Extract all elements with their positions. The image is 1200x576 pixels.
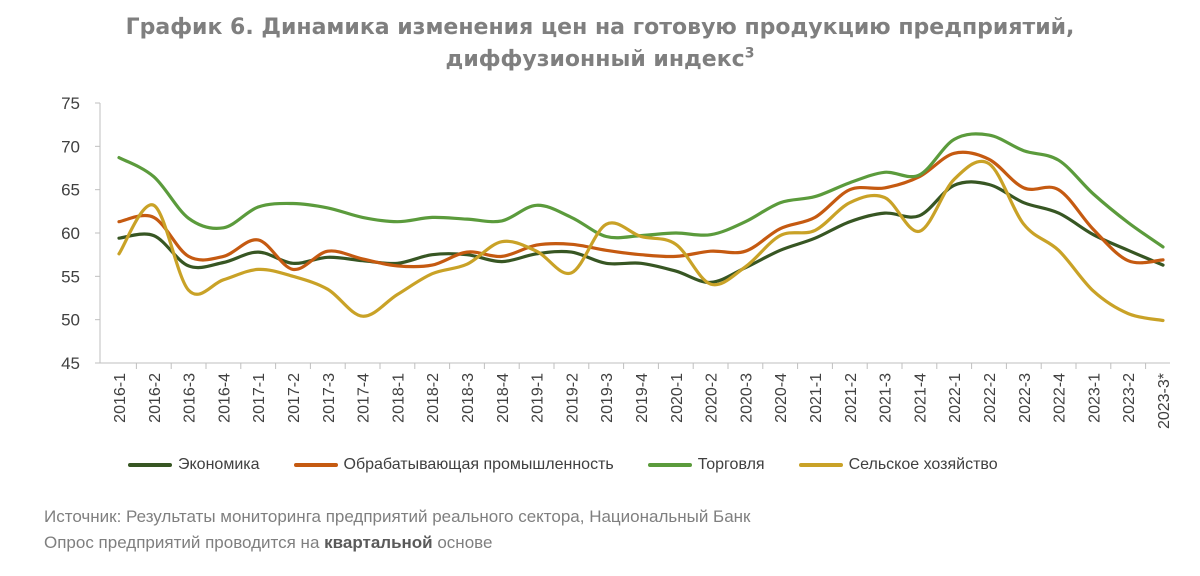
- source-line2-suffix: основе: [432, 533, 493, 552]
- source-line2: Опрос предприятий проводится на кварталь…: [44, 530, 751, 556]
- series-line-manufacturing: [117, 150, 1165, 272]
- x-tick-label: 2017-4: [356, 373, 373, 423]
- x-tick-label: 2022-1: [947, 373, 964, 423]
- legend-item-agriculture: Сельское хозяйство: [798, 456, 998, 474]
- x-tick-label: 2023-1: [1086, 373, 1103, 423]
- x-tick-label: 2016-2: [147, 373, 164, 423]
- legend-label: Обрабатывающая промышленность: [343, 456, 614, 473]
- x-tick-label: 2017-3: [321, 373, 338, 423]
- chart-title-line2: диффузионный индекс3: [0, 44, 1200, 76]
- chart-title: График 6. Динамика изменения цен на гото…: [0, 12, 1200, 76]
- chart-title-line1: График 6. Динамика изменения цен на гото…: [125, 15, 1075, 40]
- source-line2-prefix: Опрос предприятий проводится на: [44, 533, 325, 552]
- legend-item-economy: Экономика: [128, 456, 260, 474]
- x-tick-label: 2016-4: [216, 373, 233, 423]
- x-tick-label: 2022-4: [1052, 373, 1069, 423]
- x-tick-label: 2018-4: [495, 373, 512, 423]
- x-tick-label: 2021-2: [843, 373, 860, 423]
- legend-swatch: [647, 463, 692, 467]
- x-tick-label: 2017-1: [251, 373, 268, 423]
- x-tick-label: 2018-1: [390, 373, 407, 423]
- x-tick-label: 2019-4: [634, 373, 651, 423]
- legend-swatch: [293, 463, 338, 467]
- chart-title-line2-text: диффузионный индекс: [445, 47, 745, 72]
- y-tick-label: 55: [61, 267, 80, 286]
- y-tick-label: 60: [61, 224, 80, 243]
- x-tick-label: 2019-2: [564, 373, 581, 423]
- y-tick-label: 65: [61, 181, 80, 200]
- x-tick-label: 2022-2: [982, 373, 999, 423]
- x-tick-label: 2017-2: [286, 373, 303, 423]
- x-tick-label: 2020-4: [773, 373, 790, 423]
- x-tick-label: 2020-1: [669, 373, 686, 423]
- series-line-agriculture: [117, 159, 1165, 323]
- chart-legend: Экономика Обрабатывающая промышленность То…: [128, 454, 1032, 476]
- chart-axes: 45 50 55 60 65 70 75 2016-1 2016-2 2016-3 2016-4 20…: [61, 94, 1173, 429]
- legend-label: Торговля: [697, 456, 765, 473]
- legend-label: Сельское хозяйство: [848, 456, 998, 473]
- x-tick-label: 2021-4: [912, 373, 929, 423]
- x-tick-label: 2021-3: [878, 373, 895, 423]
- source-note: Источник: Результаты мониторинга предпри…: [44, 504, 751, 556]
- y-tick-label: 50: [61, 311, 80, 330]
- x-tick-label: 2018-2: [425, 373, 442, 423]
- x-tick-label: 2023-2: [1121, 373, 1138, 423]
- source-line2-bold: квартальной: [324, 533, 433, 552]
- legend-item-manufacturing: Обрабатывающая промышленность: [293, 456, 614, 474]
- legend-swatch: [128, 463, 172, 467]
- chart-series-layer: [117, 132, 1165, 323]
- x-tick-label: 2016-3: [182, 373, 199, 423]
- x-tick-label: 2022-3: [1017, 373, 1034, 423]
- title-footnote-mark: 3: [744, 45, 755, 62]
- y-tick-label: 75: [61, 94, 80, 113]
- x-tick-label: 2019-3: [599, 373, 616, 423]
- x-tick-label: 2023-3*: [1156, 373, 1173, 429]
- legend-label: Экономика: [178, 456, 260, 473]
- legend-item-trade: Торговля: [647, 456, 765, 474]
- series-line-economy: [117, 180, 1165, 285]
- legend-swatch: [798, 463, 843, 467]
- x-tick-label: 2020-3: [738, 373, 755, 423]
- x-tick-label: 2019-1: [530, 373, 547, 423]
- x-tick-label: 2020-2: [704, 373, 721, 423]
- y-tick-label: 70: [61, 137, 80, 156]
- x-tick-label: 2021-1: [808, 373, 825, 423]
- y-tick-label: 45: [61, 354, 80, 373]
- source-line1: Источник: Результаты мониторинга предпри…: [44, 507, 751, 526]
- x-tick-label: 2016-1: [112, 373, 129, 423]
- x-tick-label: 2018-3: [460, 373, 477, 423]
